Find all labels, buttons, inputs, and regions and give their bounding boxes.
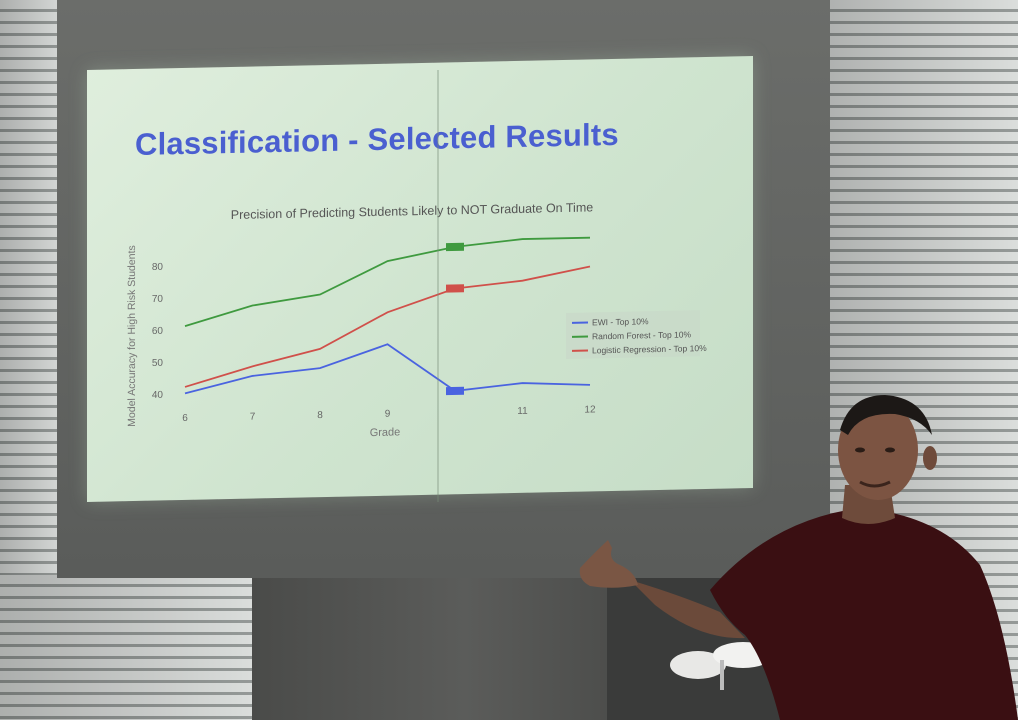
data-point-marker [446, 386, 464, 396]
data-point-marker [446, 242, 464, 252]
series-line [184, 265, 591, 388]
legend-entry: Logistic Regression - Top 10% [592, 343, 707, 355]
x-tick-label: 6 [182, 413, 188, 424]
series-line [184, 343, 591, 395]
window-blinds-left-lower [0, 575, 255, 720]
y-tick-label: 80 [152, 262, 164, 273]
y-tick-label: 50 [152, 358, 164, 369]
x-axis-label: Grade [370, 426, 401, 439]
y-tick-label: 40 [152, 390, 164, 401]
x-tick-label: 9 [385, 409, 391, 420]
legend-box [566, 310, 700, 359]
screen-seam [437, 70, 439, 502]
line-chart: Precision of Predicting Students Likely … [126, 200, 707, 439]
x-tick-label: 12 [584, 404, 596, 415]
x-tick-label: 11 [517, 406, 528, 417]
x-tick-label: 8 [317, 410, 323, 421]
y-tick-label: 70 [152, 294, 164, 305]
x-tick-label: 7 [250, 411, 256, 422]
data-point-marker [446, 284, 464, 293]
projected-slide: Classification - Selected Results Precis… [87, 56, 753, 503]
y-tick-label: 60 [152, 326, 164, 337]
legend-entry: EWI - Top 10% [592, 316, 649, 327]
series-line [184, 236, 590, 328]
legend-entry: Random Forest - Top 10% [592, 329, 691, 341]
presenter-person [579, 395, 1018, 720]
y-axis-label: Model Accuracy for High Risk Students [126, 245, 138, 427]
wall-pillar [252, 578, 607, 720]
chart-title: Precision of Predicting Students Likely … [231, 200, 593, 222]
